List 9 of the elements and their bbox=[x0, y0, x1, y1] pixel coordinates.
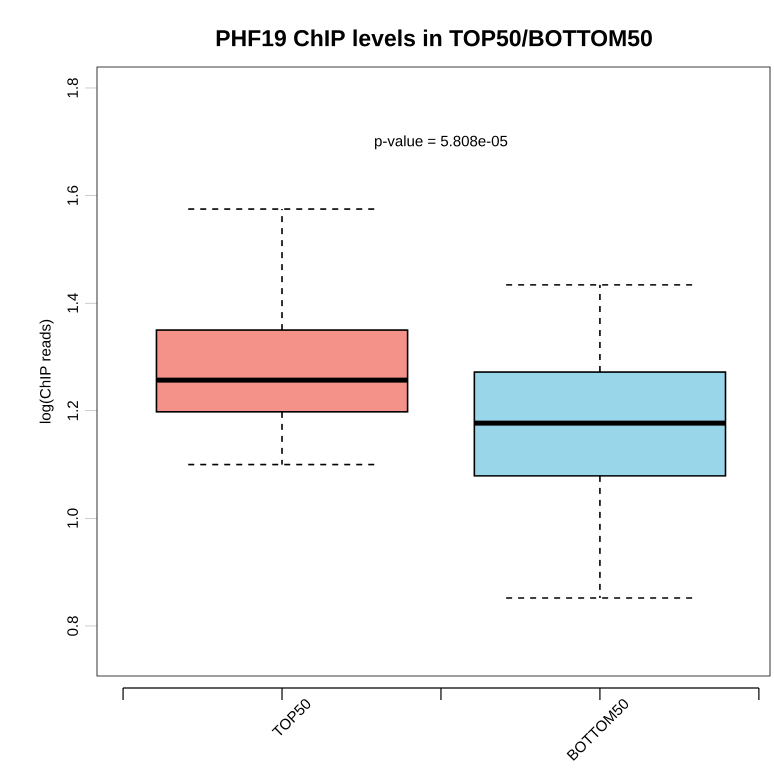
y-tick-label: 1.2 bbox=[67, 401, 78, 420]
y-tick-label: 1.6 bbox=[67, 186, 78, 205]
chart-title: PHF19 ChIP levels in TOP50/BOTTOM50 bbox=[216, 29, 652, 47]
y-tick-label: 1.4 bbox=[68, 293, 78, 312]
y-tick-label: 1.8 bbox=[67, 78, 78, 98]
y-tick-label: 0.8 bbox=[67, 616, 78, 636]
y-tick-label: 1.0 bbox=[67, 508, 78, 528]
annotation: p-value = 5.808e-05 bbox=[375, 135, 508, 150]
y-axis-title: log(ChIP reads) bbox=[40, 320, 54, 424]
